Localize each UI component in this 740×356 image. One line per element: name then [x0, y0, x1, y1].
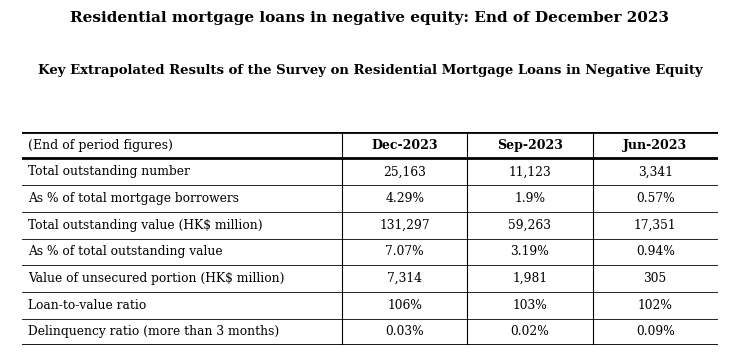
Text: As % of total mortgage borrowers: As % of total mortgage borrowers — [28, 192, 239, 205]
Text: 1.9%: 1.9% — [514, 192, 545, 205]
Text: Sep-2023: Sep-2023 — [497, 138, 563, 152]
Text: As % of total outstanding value: As % of total outstanding value — [28, 245, 223, 258]
Text: Total outstanding number: Total outstanding number — [28, 165, 189, 178]
Text: Delinquency ratio (more than 3 months): Delinquency ratio (more than 3 months) — [28, 325, 279, 339]
Text: 7,314: 7,314 — [387, 272, 423, 285]
Text: 4.29%: 4.29% — [386, 192, 424, 205]
Text: 106%: 106% — [387, 299, 423, 312]
Text: 0.94%: 0.94% — [636, 245, 675, 258]
Text: 0.03%: 0.03% — [386, 325, 424, 339]
Text: 0.09%: 0.09% — [636, 325, 675, 339]
Text: Jun-2023: Jun-2023 — [623, 138, 687, 152]
Text: Total outstanding value (HK$ million): Total outstanding value (HK$ million) — [28, 219, 263, 232]
Text: 3.19%: 3.19% — [511, 245, 549, 258]
Text: (End of period figures): (End of period figures) — [28, 138, 172, 152]
Text: 59,263: 59,263 — [508, 219, 551, 232]
Text: Key Extrapolated Results of the Survey on Residential Mortgage Loans in Negative: Key Extrapolated Results of the Survey o… — [38, 64, 702, 77]
Text: 0.57%: 0.57% — [636, 192, 674, 205]
Text: 131,297: 131,297 — [380, 219, 430, 232]
Text: 0.02%: 0.02% — [511, 325, 549, 339]
Text: 103%: 103% — [513, 299, 548, 312]
Text: 11,123: 11,123 — [508, 165, 551, 178]
Text: Value of unsecured portion (HK$ million): Value of unsecured portion (HK$ million) — [28, 272, 284, 285]
Text: 17,351: 17,351 — [634, 219, 676, 232]
Text: 25,163: 25,163 — [383, 165, 426, 178]
Text: Loan-to-value ratio: Loan-to-value ratio — [28, 299, 146, 312]
Text: 305: 305 — [644, 272, 667, 285]
Text: Residential mortgage loans in negative equity: End of December 2023: Residential mortgage loans in negative e… — [70, 11, 670, 25]
Text: 7.07%: 7.07% — [386, 245, 424, 258]
Text: 3,341: 3,341 — [638, 165, 673, 178]
Text: 102%: 102% — [638, 299, 673, 312]
Text: Dec-2023: Dec-2023 — [371, 138, 438, 152]
Text: 1,981: 1,981 — [512, 272, 548, 285]
